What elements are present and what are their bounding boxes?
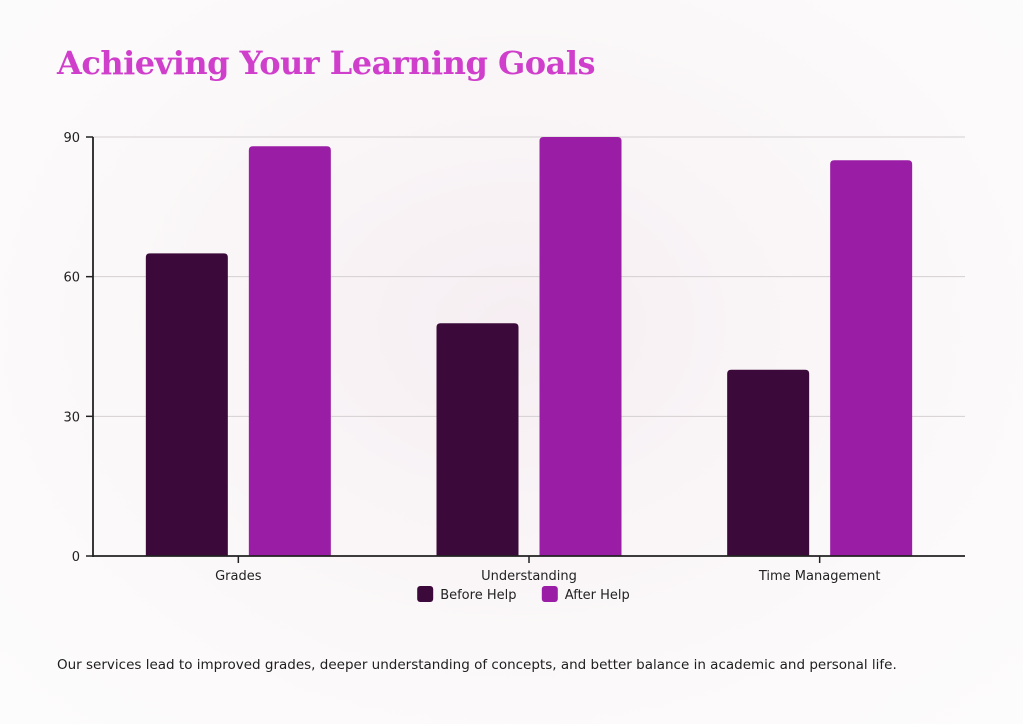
x-tick-label: Grades bbox=[215, 569, 262, 584]
y-tick-label: 90 bbox=[63, 131, 80, 146]
y-tick-label: 60 bbox=[63, 271, 80, 286]
bars bbox=[145, 137, 913, 557]
footer-note: Our services lead to improved grades, de… bbox=[57, 657, 897, 673]
legend-swatch-before-help bbox=[417, 586, 434, 602]
axes: 0 30 60 90 Grades Understanding Time Managemen… bbox=[63, 131, 965, 584]
bar-before-help bbox=[727, 369, 810, 556]
legend-label-after-help: After Help bbox=[565, 588, 630, 603]
gridlines bbox=[93, 136, 965, 417]
legend-swatch-after-help bbox=[541, 586, 558, 602]
bar-after-help bbox=[830, 160, 913, 556]
legend: Before Help After Help bbox=[417, 586, 630, 603]
bar-before-help bbox=[436, 323, 519, 556]
bar-after-help bbox=[539, 137, 622, 556]
y-tick-label: 0 bbox=[72, 550, 80, 565]
chart-title: Achieving Your Learning Goals bbox=[57, 44, 596, 82]
bar-after-help bbox=[248, 146, 331, 557]
y-tick-label: 30 bbox=[63, 410, 80, 425]
bar-before-help bbox=[145, 253, 228, 556]
x-tick-label: Understanding bbox=[481, 569, 577, 584]
legend-label-before-help: Before Help bbox=[440, 588, 516, 603]
x-tick-label: Time Management bbox=[758, 569, 881, 584]
